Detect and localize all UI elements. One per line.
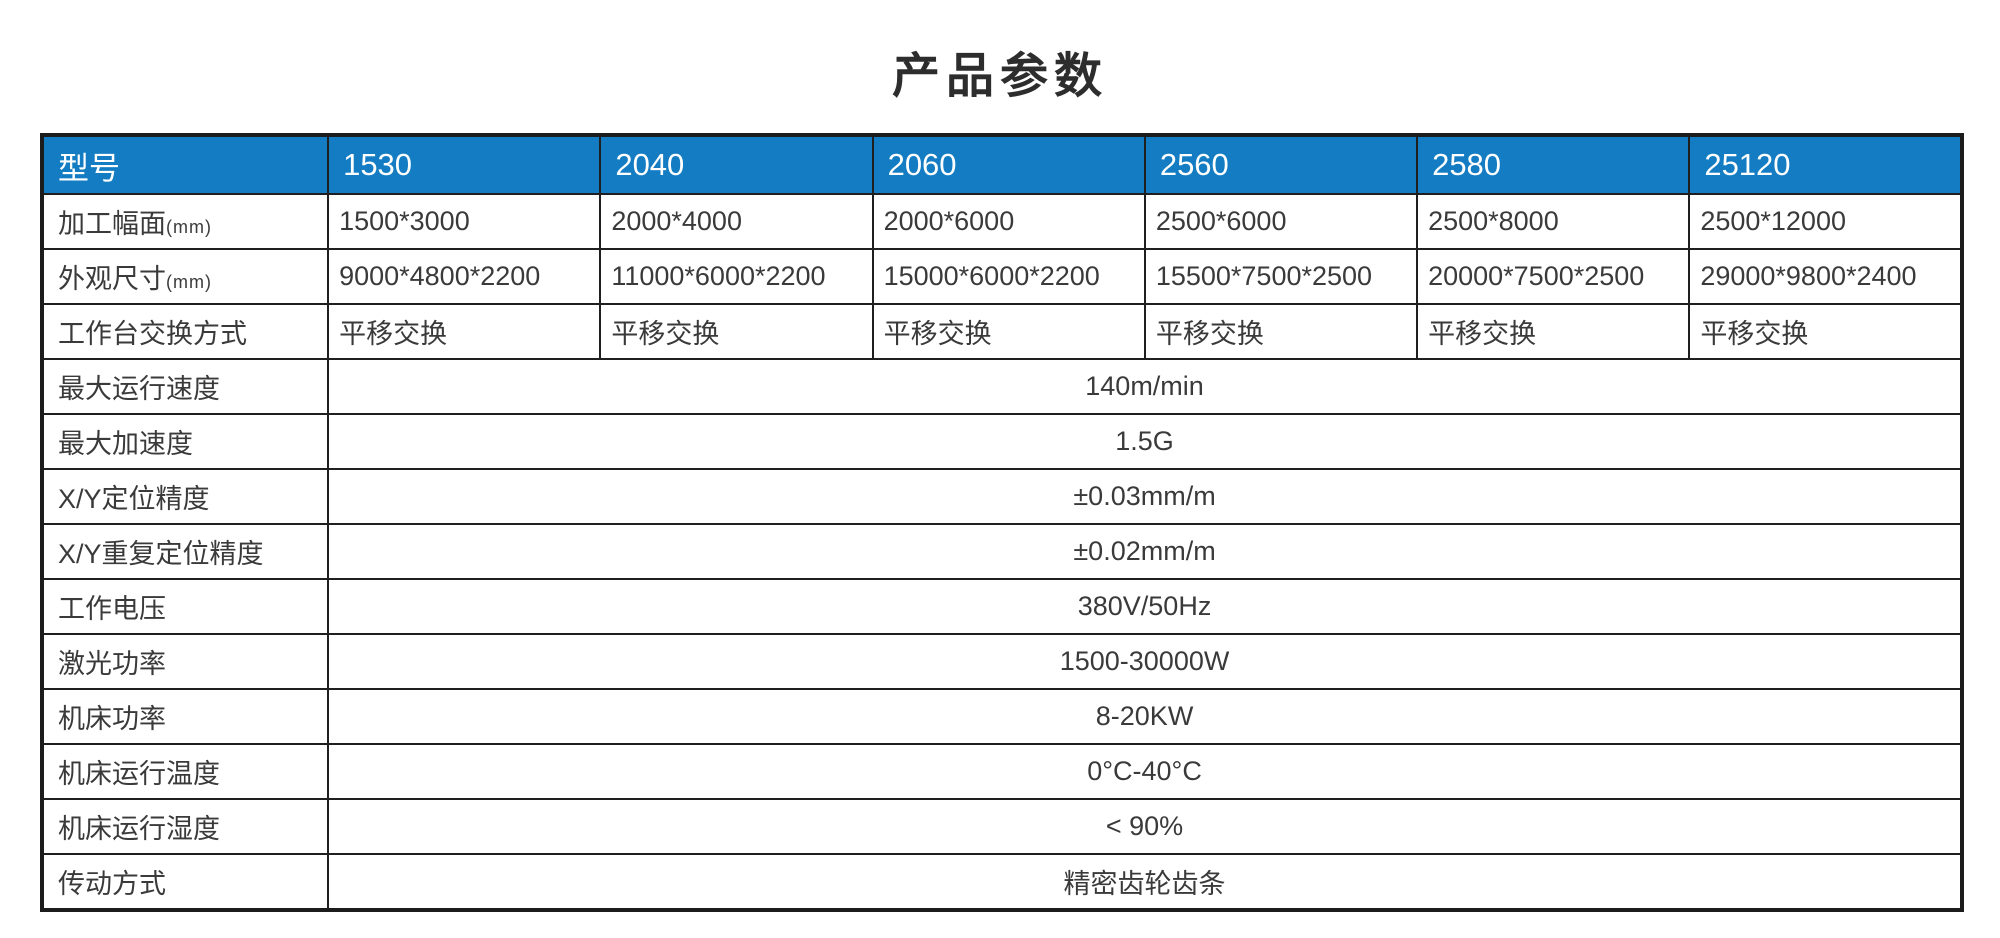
- cell-value: 平移交换: [327, 303, 602, 360]
- table-row-working-area: 加工幅面(mm) 1500*3000 2000*4000 2000*6000 2…: [40, 193, 1963, 250]
- row-label-text: 工作台交换方式: [58, 319, 247, 349]
- row-label-operating-humidity: 机床运行湿度: [40, 798, 330, 855]
- cell-span-value: < 90%: [327, 798, 1963, 855]
- cell-value: 平移交换: [1688, 303, 1963, 360]
- header-cell-25120: 25120: [1688, 134, 1963, 195]
- table-header-row: 型号 1530 2040 2060 2560 2580 25120: [40, 134, 1963, 195]
- cell-value: 2500*8000: [1416, 193, 1691, 250]
- table-row-laser-power: 激光功率 1500-30000W: [40, 633, 1963, 690]
- cell-span-value: 1500-30000W: [327, 633, 1963, 690]
- table-row-working-voltage: 工作电压 380V/50Hz: [40, 578, 1963, 635]
- row-label-positioning-accuracy: X/Y定位精度: [40, 468, 330, 525]
- cell-span-value: 140m/min: [327, 358, 1963, 415]
- cell-value: 2500*6000: [1143, 193, 1419, 250]
- row-label-max-acceleration: 最大加速度: [40, 413, 330, 470]
- row-label-text: 外观尺寸: [58, 264, 166, 294]
- table-row-max-speed: 最大运行速度 140m/min: [40, 358, 1963, 415]
- row-label-text: 加工幅面: [58, 209, 166, 239]
- table-row-max-acceleration: 最大加速度 1.5G: [40, 413, 1963, 470]
- table-row-operating-humidity: 机床运行湿度 < 90%: [40, 798, 1963, 855]
- table-row-transmission-mode: 传动方式 精密齿轮齿条: [40, 853, 1963, 911]
- row-label-table-exchange: 工作台交换方式: [40, 303, 330, 360]
- row-label-overall-dimensions: 外观尺寸(mm): [40, 248, 330, 305]
- cell-value: 平移交换: [871, 303, 1146, 360]
- row-label-operating-temperature: 机床运行温度: [40, 743, 330, 800]
- cell-span-value: ±0.03mm/m: [327, 468, 1963, 525]
- row-label-working-voltage: 工作电压: [40, 578, 330, 635]
- cell-value: 1500*3000: [327, 193, 602, 250]
- cell-value: 平移交换: [599, 303, 874, 360]
- cell-value: 20000*7500*2500: [1416, 248, 1691, 305]
- row-label-laser-power: 激光功率: [40, 633, 330, 690]
- header-cell-2040: 2040: [599, 134, 874, 195]
- header-cell-2560: 2560: [1143, 134, 1419, 195]
- row-label-repeat-positioning-accuracy: X/Y重复定位精度: [40, 523, 330, 580]
- row-label-transmission-mode: 传动方式: [40, 853, 330, 911]
- cell-value: 2000*6000: [871, 193, 1146, 250]
- cell-value: 15500*7500*2500: [1143, 248, 1419, 305]
- cell-value: 平移交换: [1143, 303, 1419, 360]
- header-cell-model: 型号: [40, 134, 330, 195]
- row-label-machine-power: 机床功率: [40, 688, 330, 745]
- table-row-overall-dimensions: 外观尺寸(mm) 9000*4800*2200 11000*6000*2200 …: [40, 248, 1963, 305]
- row-label-max-speed: 最大运行速度: [40, 358, 330, 415]
- table-row-repeat-positioning-accuracy: X/Y重复定位精度 ±0.02mm/m: [40, 523, 1963, 580]
- cell-span-value: 380V/50Hz: [327, 578, 1963, 635]
- cell-value: 2000*4000: [599, 193, 874, 250]
- table-row-table-exchange: 工作台交换方式 平移交换 平移交换 平移交换 平移交换 平移交换 平移交换: [40, 303, 1963, 360]
- cell-value: 11000*6000*2200: [599, 248, 874, 305]
- cell-span-value: 精密齿轮齿条: [327, 853, 1963, 911]
- cell-span-value: 8-20KW: [327, 688, 1963, 745]
- row-label-working-area: 加工幅面(mm): [40, 193, 330, 250]
- cell-value: 9000*4800*2200: [327, 248, 602, 305]
- cell-value: 15000*6000*2200: [871, 248, 1146, 305]
- table-row-positioning-accuracy: X/Y定位精度 ±0.03mm/m: [40, 468, 1963, 525]
- header-cell-2580: 2580: [1416, 134, 1691, 195]
- header-cell-2060: 2060: [871, 134, 1146, 195]
- cell-value: 平移交换: [1416, 303, 1691, 360]
- row-label-unit: (mm): [166, 217, 212, 237]
- header-cell-1530: 1530: [327, 134, 602, 195]
- cell-span-value: ±0.02mm/m: [327, 523, 1963, 580]
- cell-span-value: 0°C-40°C: [327, 743, 1963, 800]
- cell-value: 29000*9800*2400: [1688, 248, 1963, 305]
- table-row-operating-temperature: 机床运行温度 0°C-40°C: [40, 743, 1963, 800]
- page-title: 产品参数: [891, 50, 1108, 103]
- table-row-machine-power: 机床功率 8-20KW: [40, 688, 1963, 745]
- row-label-unit: (mm): [166, 272, 212, 292]
- product-parameters-table: 型号 1530 2040 2060 2560 2580 25120 加工幅面(m…: [40, 133, 1964, 912]
- cell-value: 2500*12000: [1688, 193, 1963, 250]
- cell-span-value: 1.5G: [327, 413, 1963, 470]
